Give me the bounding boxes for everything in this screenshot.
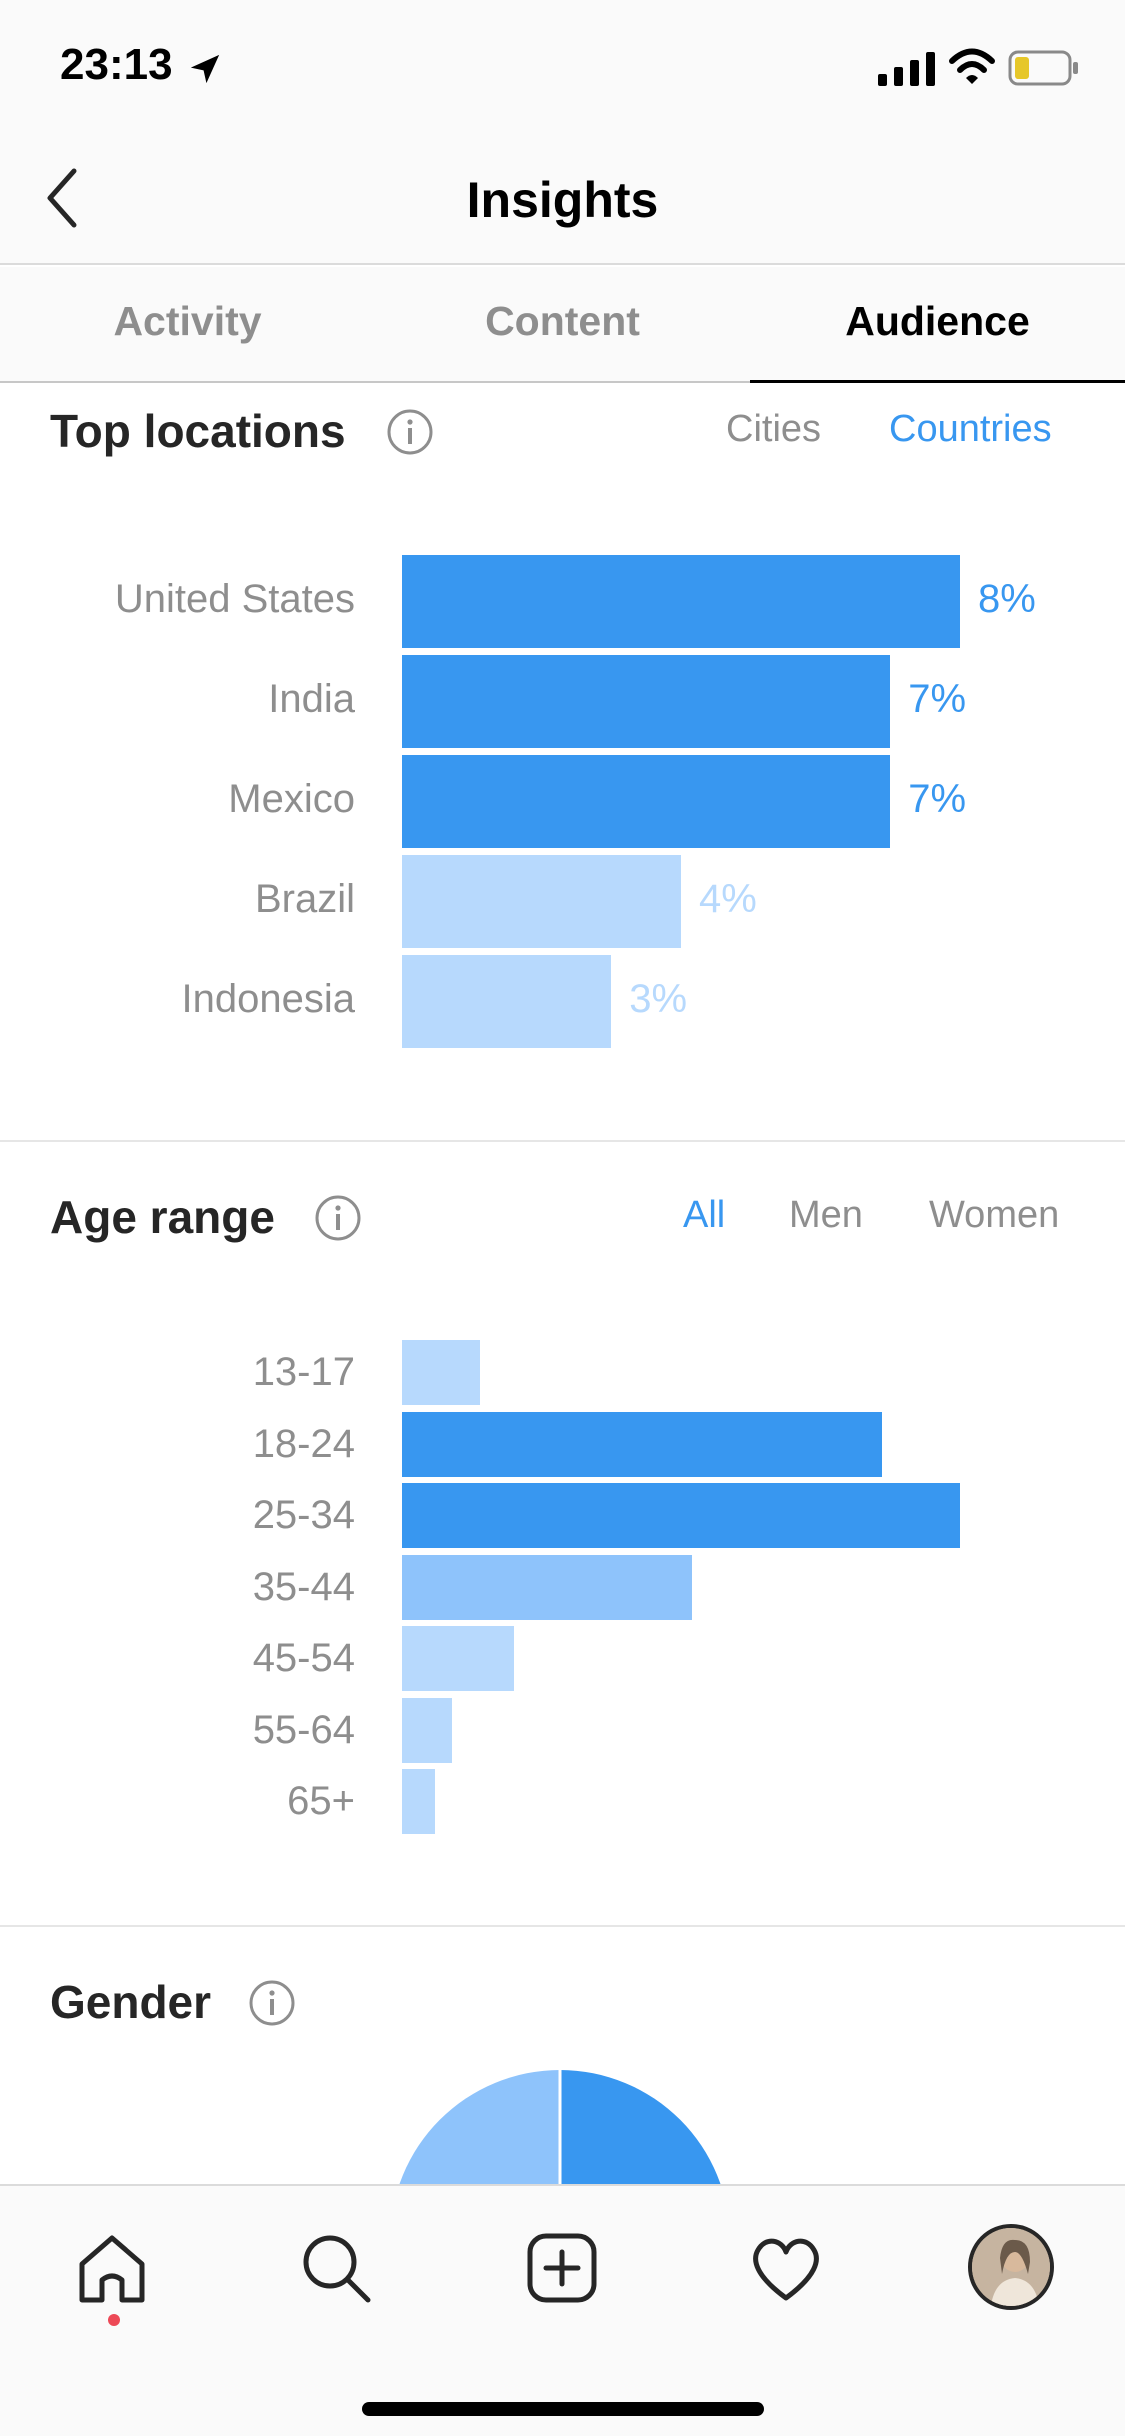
- age-bar: [402, 1769, 436, 1834]
- location-value-label: 4%: [699, 877, 757, 921]
- info-icon[interactable]: [314, 1194, 362, 1242]
- status-time: 23:13: [60, 40, 173, 89]
- location-bar: [402, 955, 612, 1048]
- gender-title: Gender: [50, 1976, 212, 2028]
- location-value-label: 7%: [908, 677, 967, 721]
- women-toggle[interactable]: Women: [929, 1194, 1060, 1236]
- section-divider: [0, 1140, 1125, 1142]
- men-toggle[interactable]: Men: [789, 1194, 863, 1236]
- home-indicator: [362, 2402, 764, 2416]
- avatar-image: [972, 2228, 1050, 2306]
- age-label: 55-64: [252, 1707, 355, 1752]
- location-bar: [402, 555, 960, 648]
- age-bar: [402, 1411, 882, 1477]
- location-arrow-icon: [190, 54, 220, 84]
- tab-audience[interactable]: Audience: [750, 267, 1125, 383]
- gender-slice-right: [560, 2070, 723, 2190]
- home-icon[interactable]: [72, 2228, 152, 2308]
- gender-pie-chart: [397, 2070, 723, 2190]
- age-label: 18-24: [252, 1421, 355, 1466]
- age-bar: [402, 1340, 481, 1405]
- cities-toggle[interactable]: Cities: [726, 408, 822, 450]
- info-icon[interactable]: [248, 1979, 296, 2027]
- chevron-left-icon[interactable]: [38, 163, 88, 233]
- tab-bar: Activity Content Audience: [0, 267, 1125, 383]
- location-bar: [402, 855, 681, 948]
- location-label: United States: [114, 577, 355, 621]
- wifi-icon: [949, 48, 995, 84]
- notification-dot: [108, 2314, 120, 2326]
- location-value-label: 8%: [978, 577, 1036, 621]
- section-divider: [0, 1925, 1125, 1927]
- nav-header: Insights: [0, 135, 1125, 265]
- location-value-label: 3%: [629, 977, 688, 1021]
- age-label: 13-17: [252, 1350, 355, 1394]
- status-bar: 23:13: [0, 0, 1125, 135]
- location-bar: [402, 655, 891, 748]
- battery-icon: [1008, 50, 1078, 86]
- avatar[interactable]: [968, 2224, 1054, 2310]
- age-label: 45-54: [252, 1636, 355, 1680]
- all-toggle[interactable]: All: [683, 1194, 726, 1236]
- age-label: 25-34: [252, 1493, 355, 1537]
- tab-content[interactable]: Content: [485, 298, 640, 344]
- search-icon[interactable]: [296, 2228, 376, 2308]
- age-bar: [402, 1626, 514, 1691]
- age-bar: [402, 1483, 960, 1548]
- heart-icon[interactable]: [746, 2228, 826, 2308]
- countries-toggle[interactable]: Countries: [889, 408, 1052, 450]
- location-label: India: [268, 677, 355, 721]
- age-label: 65+: [287, 1779, 355, 1823]
- gender-slice-left: [397, 2070, 560, 2190]
- tab-activity[interactable]: Activity: [113, 298, 262, 344]
- bottom-tab-bar: [0, 2184, 1125, 2436]
- age-bar: [402, 1697, 453, 1763]
- location-label: Brazil: [254, 877, 355, 921]
- age-bar: [402, 1554, 693, 1620]
- location-label: Indonesia: [181, 977, 355, 1021]
- page-title: Insights: [466, 172, 659, 228]
- location-label: Mexico: [228, 777, 355, 821]
- location-value-label: 7%: [908, 777, 967, 821]
- add-post-icon[interactable]: [522, 2228, 602, 2308]
- info-icon[interactable]: [386, 408, 434, 456]
- age-label: 35-44: [252, 1564, 355, 1609]
- top-locations-title: Top locations: [50, 405, 346, 457]
- location-bar: [402, 755, 891, 848]
- age-range-title: Age range: [50, 1191, 275, 1243]
- cellular-signal-icon: [878, 52, 935, 86]
